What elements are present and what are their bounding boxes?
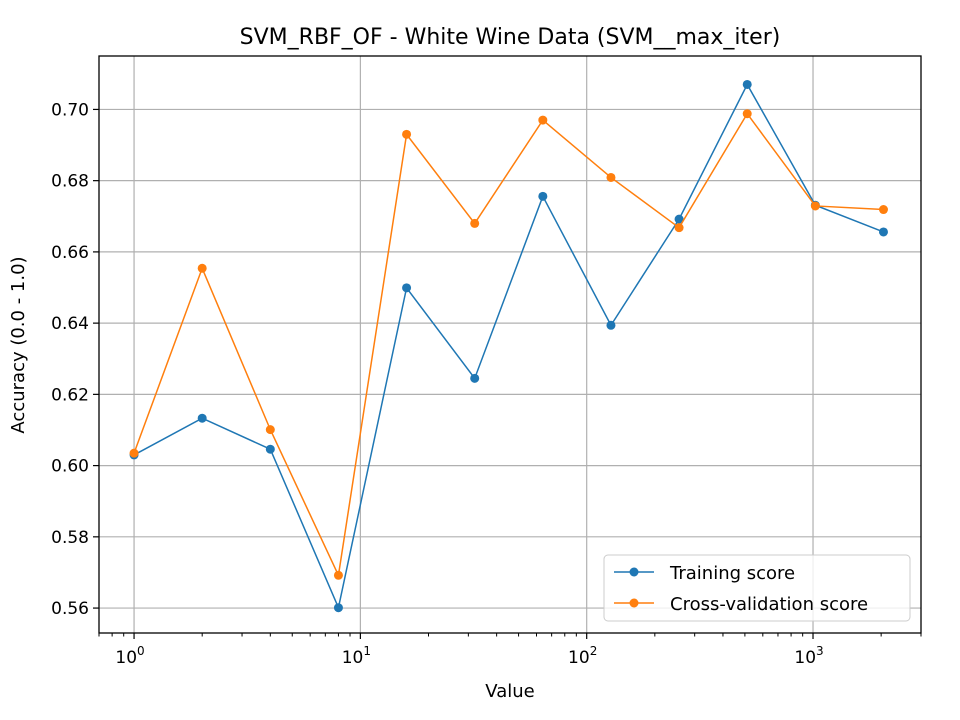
- series-point: [197, 413, 207, 423]
- x-tick-base: 10: [794, 648, 816, 668]
- x-tick-label: 100: [115, 644, 144, 668]
- series-point: [742, 109, 752, 119]
- series-point: [197, 263, 207, 273]
- x-tick-label: 103: [794, 644, 823, 668]
- plot-frame: [98, 55, 922, 634]
- y-tick-label: 0.70: [51, 100, 89, 120]
- series-point: [606, 320, 616, 330]
- grid-layer: [99, 56, 921, 633]
- series-point: [470, 218, 480, 228]
- x-tick-exponent: 0: [137, 644, 145, 658]
- y-tick-label: 0.58: [51, 528, 89, 548]
- series-point: [878, 227, 888, 237]
- chart-title: SVM_RBF_OF - White Wine Data (SVM__max_i…: [240, 25, 781, 50]
- x-tick-base: 10: [568, 648, 590, 668]
- series-point: [742, 79, 752, 89]
- series-point: [810, 201, 820, 211]
- x-tick-label: 101: [342, 644, 371, 668]
- series-layer: [129, 79, 888, 613]
- legend-marker-cv: [629, 598, 639, 608]
- series-point: [402, 129, 412, 139]
- y-axis-label: Accuracy (0.0 - 1.0): [8, 256, 29, 433]
- series-point: [129, 448, 139, 458]
- x-axis-label: Value: [485, 681, 534, 702]
- y-tick-label: 0.66: [51, 243, 89, 263]
- series-point: [333, 570, 343, 580]
- series-point: [402, 283, 412, 293]
- series-0: [129, 79, 888, 613]
- series-point: [538, 115, 548, 125]
- series-point: [265, 444, 275, 454]
- legend-label-cv: Cross-validation score: [670, 594, 868, 615]
- legend-label-training: Training score: [669, 563, 795, 584]
- x-tick-base: 10: [342, 648, 364, 668]
- series-point: [606, 172, 616, 182]
- series-point: [333, 603, 343, 613]
- series-point: [674, 214, 684, 224]
- legend-box: [603, 554, 911, 622]
- y-tick-label: 0.68: [51, 172, 89, 192]
- y-tick-label: 0.62: [51, 385, 89, 405]
- series-line: [133, 112, 884, 578]
- x-tick-exponent: 1: [363, 644, 371, 658]
- x-tick-base: 10: [115, 648, 137, 668]
- series-point: [538, 191, 548, 201]
- legend-marker-training: [629, 567, 639, 577]
- x-tick-exponent: 3: [816, 644, 824, 658]
- y-tick-label: 0.64: [51, 314, 89, 334]
- legend: Training score Cross-validation score: [603, 554, 911, 622]
- x-tick-label: 102: [568, 644, 597, 668]
- series-point: [470, 373, 480, 383]
- series-point: [878, 205, 888, 215]
- series-point: [674, 223, 684, 233]
- series-1: [129, 109, 888, 580]
- series-line: [133, 82, 884, 611]
- y-tick-label: 0.56: [51, 599, 89, 619]
- y-tick-label: 0.60: [51, 457, 89, 477]
- series-point: [265, 425, 275, 435]
- x-tick-exponent: 2: [590, 644, 598, 658]
